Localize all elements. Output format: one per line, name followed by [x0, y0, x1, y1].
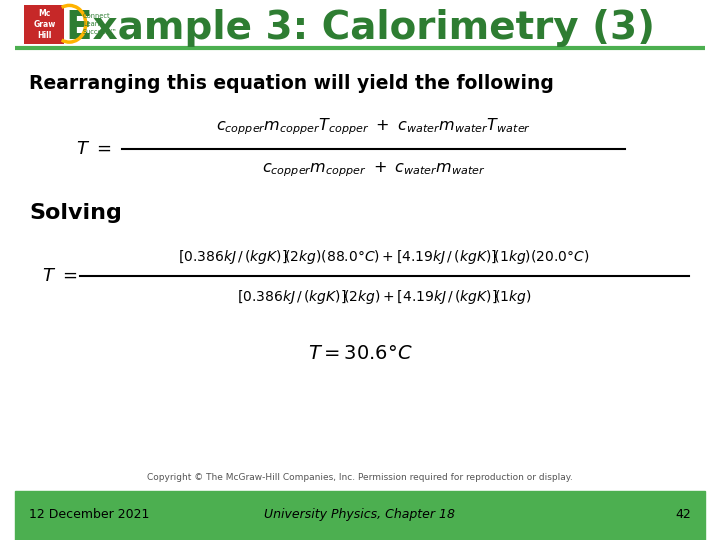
Text: $c_{copper}m_{copper}\ +\ c_{water}m_{water}$: $c_{copper}m_{copper}\ +\ c_{water}m_{wa…: [262, 161, 486, 179]
Text: Example 3: Calorimetry (3): Example 3: Calorimetry (3): [66, 9, 654, 47]
Text: $\left[0.386kJ\,/\,(kgK)\right]\!(2kg)(88.0°C)+\left[4.19kJ\,/\,(kgK)\right]\!(1: $\left[0.386kJ\,/\,(kgK)\right]\!(2kg)(8…: [179, 247, 590, 266]
Text: $T\ =$: $T\ =$: [76, 139, 112, 158]
Text: 42: 42: [675, 508, 690, 521]
Text: $T\ =$: $T\ =$: [42, 267, 78, 286]
Text: Mc
Graw
Hill: Mc Graw Hill: [33, 9, 55, 40]
Text: Copyright © The McGraw-Hill Companies, Inc. Permission required for reproduction: Copyright © The McGraw-Hill Companies, I…: [147, 474, 573, 482]
Text: $T = 30.6°C$: $T = 30.6°C$: [307, 344, 413, 363]
Text: $\left[0.386kJ\,/\,(kgK)\right]\!(2kg)+\left[4.19kJ\,/\,(kgK)\right]\!(1kg)$: $\left[0.386kJ\,/\,(kgK)\right]\!(2kg)+\…: [237, 288, 531, 306]
Text: 12 December 2021: 12 December 2021: [30, 508, 150, 521]
Text: University Physics, Chapter 18: University Physics, Chapter 18: [264, 508, 456, 521]
FancyBboxPatch shape: [24, 5, 64, 44]
Bar: [16, 491, 704, 540]
Text: Solving: Solving: [30, 203, 122, 224]
Text: $c_{copper}m_{copper}T_{copper}\ +\ c_{water}m_{water}T_{water}$: $c_{copper}m_{copper}T_{copper}\ +\ c_{w…: [216, 117, 531, 137]
Text: Rearranging this equation will yield the following: Rearranging this equation will yield the…: [30, 74, 554, 93]
Text: Connect
Learn
Succeed™: Connect Learn Succeed™: [83, 13, 117, 35]
